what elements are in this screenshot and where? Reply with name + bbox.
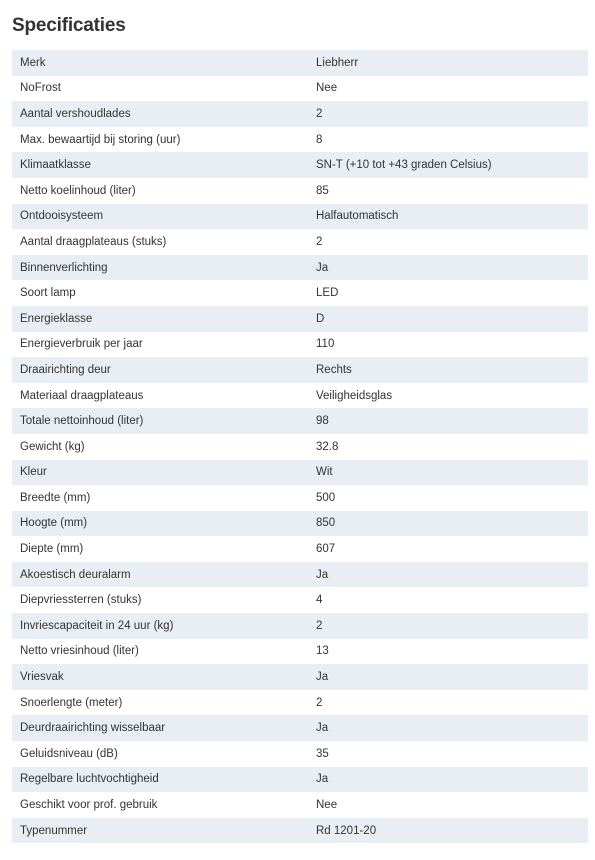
spec-row: Kleur Wit [12, 459, 588, 486]
spec-row: Aantal vershoudlades 2 [12, 101, 588, 127]
spec-label: Diepvriessterren (stuks) [20, 594, 142, 607]
spec-label: Invriescapaciteit in 24 uur (kg) [20, 619, 174, 632]
spec-value: Ja [316, 261, 329, 274]
spec-value: Ja [316, 671, 329, 684]
spec-value: LED [316, 287, 339, 300]
spec-label: Snoerlengte (meter) [20, 696, 123, 709]
spec-row: Vriesvak Ja [12, 664, 588, 690]
spec-row: Merk Liebherr [12, 50, 588, 76]
spec-label: Draairichting deur [20, 363, 111, 376]
spec-value: Ja [316, 722, 329, 735]
spec-label: Hoogte (mm) [20, 517, 88, 530]
spec-value: Rechts [316, 363, 352, 376]
spec-value: 4 [316, 594, 323, 607]
spec-value: 85 [316, 184, 329, 197]
spec-value: 2 [316, 619, 323, 632]
spec-label: Geluidsniveau (dB) [20, 747, 118, 760]
spec-row: Diepvriessterren (stuks) 4 [12, 587, 588, 614]
spec-value: Nee [316, 799, 338, 812]
spec-value: 110 [316, 338, 335, 351]
spec-row: Diepte (mm) 607 [12, 536, 588, 562]
spec-label: Ontdooisysteem [20, 210, 104, 223]
spec-label: Soort lamp [20, 287, 76, 300]
page-title: Specificaties [12, 15, 126, 36]
spec-label: Breedte (mm) [20, 491, 91, 504]
spec-row: Hoogte (mm) 850 [12, 510, 588, 537]
spec-label: Klimaatklasse [20, 159, 91, 172]
spec-value: 607 [316, 543, 336, 556]
spec-row: NoFrost Nee [12, 75, 588, 102]
spec-label: Deurdraairichting wisselbaar [20, 722, 166, 735]
spec-value: 850 [316, 517, 336, 530]
spec-value: SN-T (+10 tot +43 graden Celsius) [316, 159, 492, 172]
spec-row: Akoestisch deuralarm Ja [12, 561, 588, 588]
spec-row: Energieverbruik per jaar 110 [12, 331, 588, 358]
spec-value: 500 [316, 491, 336, 504]
spec-label: Energieklasse [20, 312, 93, 325]
spec-value: Veiligheidsglas [316, 389, 393, 402]
spec-row: Totale nettoinhoud (liter) 98 [12, 408, 588, 434]
spec-row: Geluidsniveau (dB) 35 [12, 741, 588, 767]
spec-value: 8 [316, 133, 323, 146]
spec-row: Binnenverlichting Ja [12, 254, 588, 281]
spec-row: Draairichting deur Rechts [12, 357, 588, 383]
spec-label: Akoestisch deuralarm [20, 568, 131, 581]
spec-label: Aantal vershoudlades [20, 107, 131, 120]
spec-label: Kleur [20, 466, 47, 479]
spec-label: Materiaal draagplateaus [20, 389, 144, 402]
spec-value: Ja [316, 568, 329, 581]
spec-row: Geschikt voor prof. gebruik Nee [12, 792, 588, 818]
spec-row: Regelbare luchtvochtigheid Ja [12, 766, 588, 793]
spec-label: Max. bewaartijd bij storing (uur) [20, 133, 181, 146]
spec-value: Wit [316, 466, 333, 479]
spec-value: 2 [316, 235, 323, 248]
spec-label: Merk [20, 56, 46, 69]
spec-value: Halfautomatisch [316, 210, 399, 223]
spec-label: Diepte (mm) [20, 543, 84, 556]
spec-value: 2 [316, 107, 323, 120]
spec-value: 98 [316, 415, 329, 428]
spec-row: Snoerlengte (meter) 2 [12, 689, 588, 716]
spec-row: Materiaal draagplateaus Veiligheidsglas [12, 382, 588, 409]
spec-label: Energieverbruik per jaar [20, 338, 143, 351]
spec-value: 13 [316, 645, 329, 658]
spec-row: Netto koelinhoud (liter) 85 [12, 177, 588, 204]
spec-label: Aantal draagplateaus (stuks) [20, 235, 167, 248]
specifications-table: Merk Liebherr NoFrost Nee Aantal vershoudlad… [12, 50, 588, 844]
spec-value: 35 [316, 747, 329, 760]
spec-row: Netto vriesinhoud (liter) 13 [12, 638, 588, 665]
spec-label: Typenummer [20, 824, 88, 837]
spec-row: Gewicht (kg) 32.8 [12, 433, 588, 460]
spec-row: Ontdooisysteem Halfautomatisch [12, 203, 588, 230]
spec-value: 2 [316, 696, 323, 709]
spec-row: Typenummer Rd 1201-20 [12, 817, 588, 844]
spec-value: Nee [316, 82, 338, 95]
spec-row: Energieklasse D [12, 305, 588, 332]
spec-row: Soort lamp LED [12, 280, 588, 306]
spec-label: Gewicht (kg) [20, 440, 85, 453]
spec-value: Liebherr [316, 56, 359, 69]
spec-row: Breedte (mm) 500 [12, 485, 588, 511]
spec-label: Regelbare luchtvochtigheid [20, 773, 159, 786]
spec-label: Binnenverlichting [20, 261, 108, 274]
spec-row: Deurdraairichting wisselbaar Ja [12, 715, 588, 742]
spec-label: Totale nettoinhoud (liter) [20, 415, 144, 428]
spec-value: 32.8 [316, 440, 339, 453]
spec-label: Netto vriesinhoud (liter) [20, 645, 139, 658]
spec-row: Klimaatklasse SN-T (+10 tot +43 graden Ce… [12, 152, 588, 178]
spec-label: Geschikt voor prof. gebruik [20, 799, 158, 812]
spec-label: Vriesvak [20, 671, 64, 684]
spec-value: Rd 1201-20 [316, 824, 377, 837]
spec-label: NoFrost [20, 82, 61, 95]
spec-label: Netto koelinhoud (liter) [20, 184, 136, 197]
specifications-table-body: Merk Liebherr NoFrost Nee Aantal vershoudlad… [12, 50, 588, 844]
spec-value: Ja [316, 773, 329, 786]
spec-row: Invriescapaciteit in 24 uur (kg) 2 [12, 613, 588, 639]
spec-row: Aantal draagplateaus (stuks) 2 [12, 229, 588, 255]
spec-value: D [316, 312, 325, 325]
spec-row: Max. bewaartijd bij storing (uur) 8 [12, 126, 588, 153]
